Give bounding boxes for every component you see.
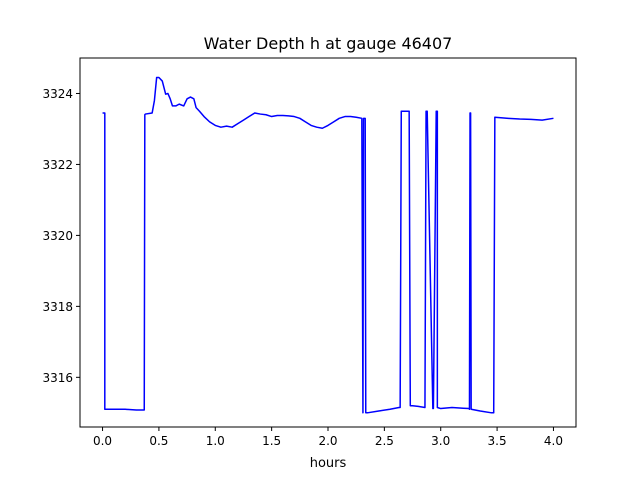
y-tick-label: 3318 xyxy=(42,300,73,314)
x-tick-label: 1.5 xyxy=(262,434,281,448)
x-tick-label: 3.5 xyxy=(488,434,507,448)
x-tick-label: 4.0 xyxy=(544,434,563,448)
chart-title: Water Depth h at gauge 46407 xyxy=(204,34,453,53)
x-tick-label: 2.0 xyxy=(318,434,337,448)
x-tick-label: 2.5 xyxy=(375,434,394,448)
x-axis-ticks: 0.0 0.5 1.0 1.5 2.0 2.5 3.0 3.5 4.0 xyxy=(93,427,563,448)
y-tick-label: 3322 xyxy=(42,158,73,172)
x-axis-label: hours xyxy=(310,456,347,471)
plot-area xyxy=(102,76,554,414)
x-tick-label: 3.0 xyxy=(431,434,450,448)
series-line-0 xyxy=(102,76,554,414)
y-axis-ticks: 3316 3318 3320 3322 3324 xyxy=(42,87,80,385)
x-tick-label: 1.0 xyxy=(206,434,225,448)
x-tick-label: 0.0 xyxy=(93,434,112,448)
y-tick-label: 3324 xyxy=(42,87,73,101)
x-tick-label: 0.5 xyxy=(149,434,168,448)
y-tick-label: 3316 xyxy=(42,371,73,385)
axes-frame xyxy=(79,57,577,428)
y-tick-label: 3320 xyxy=(42,229,73,243)
